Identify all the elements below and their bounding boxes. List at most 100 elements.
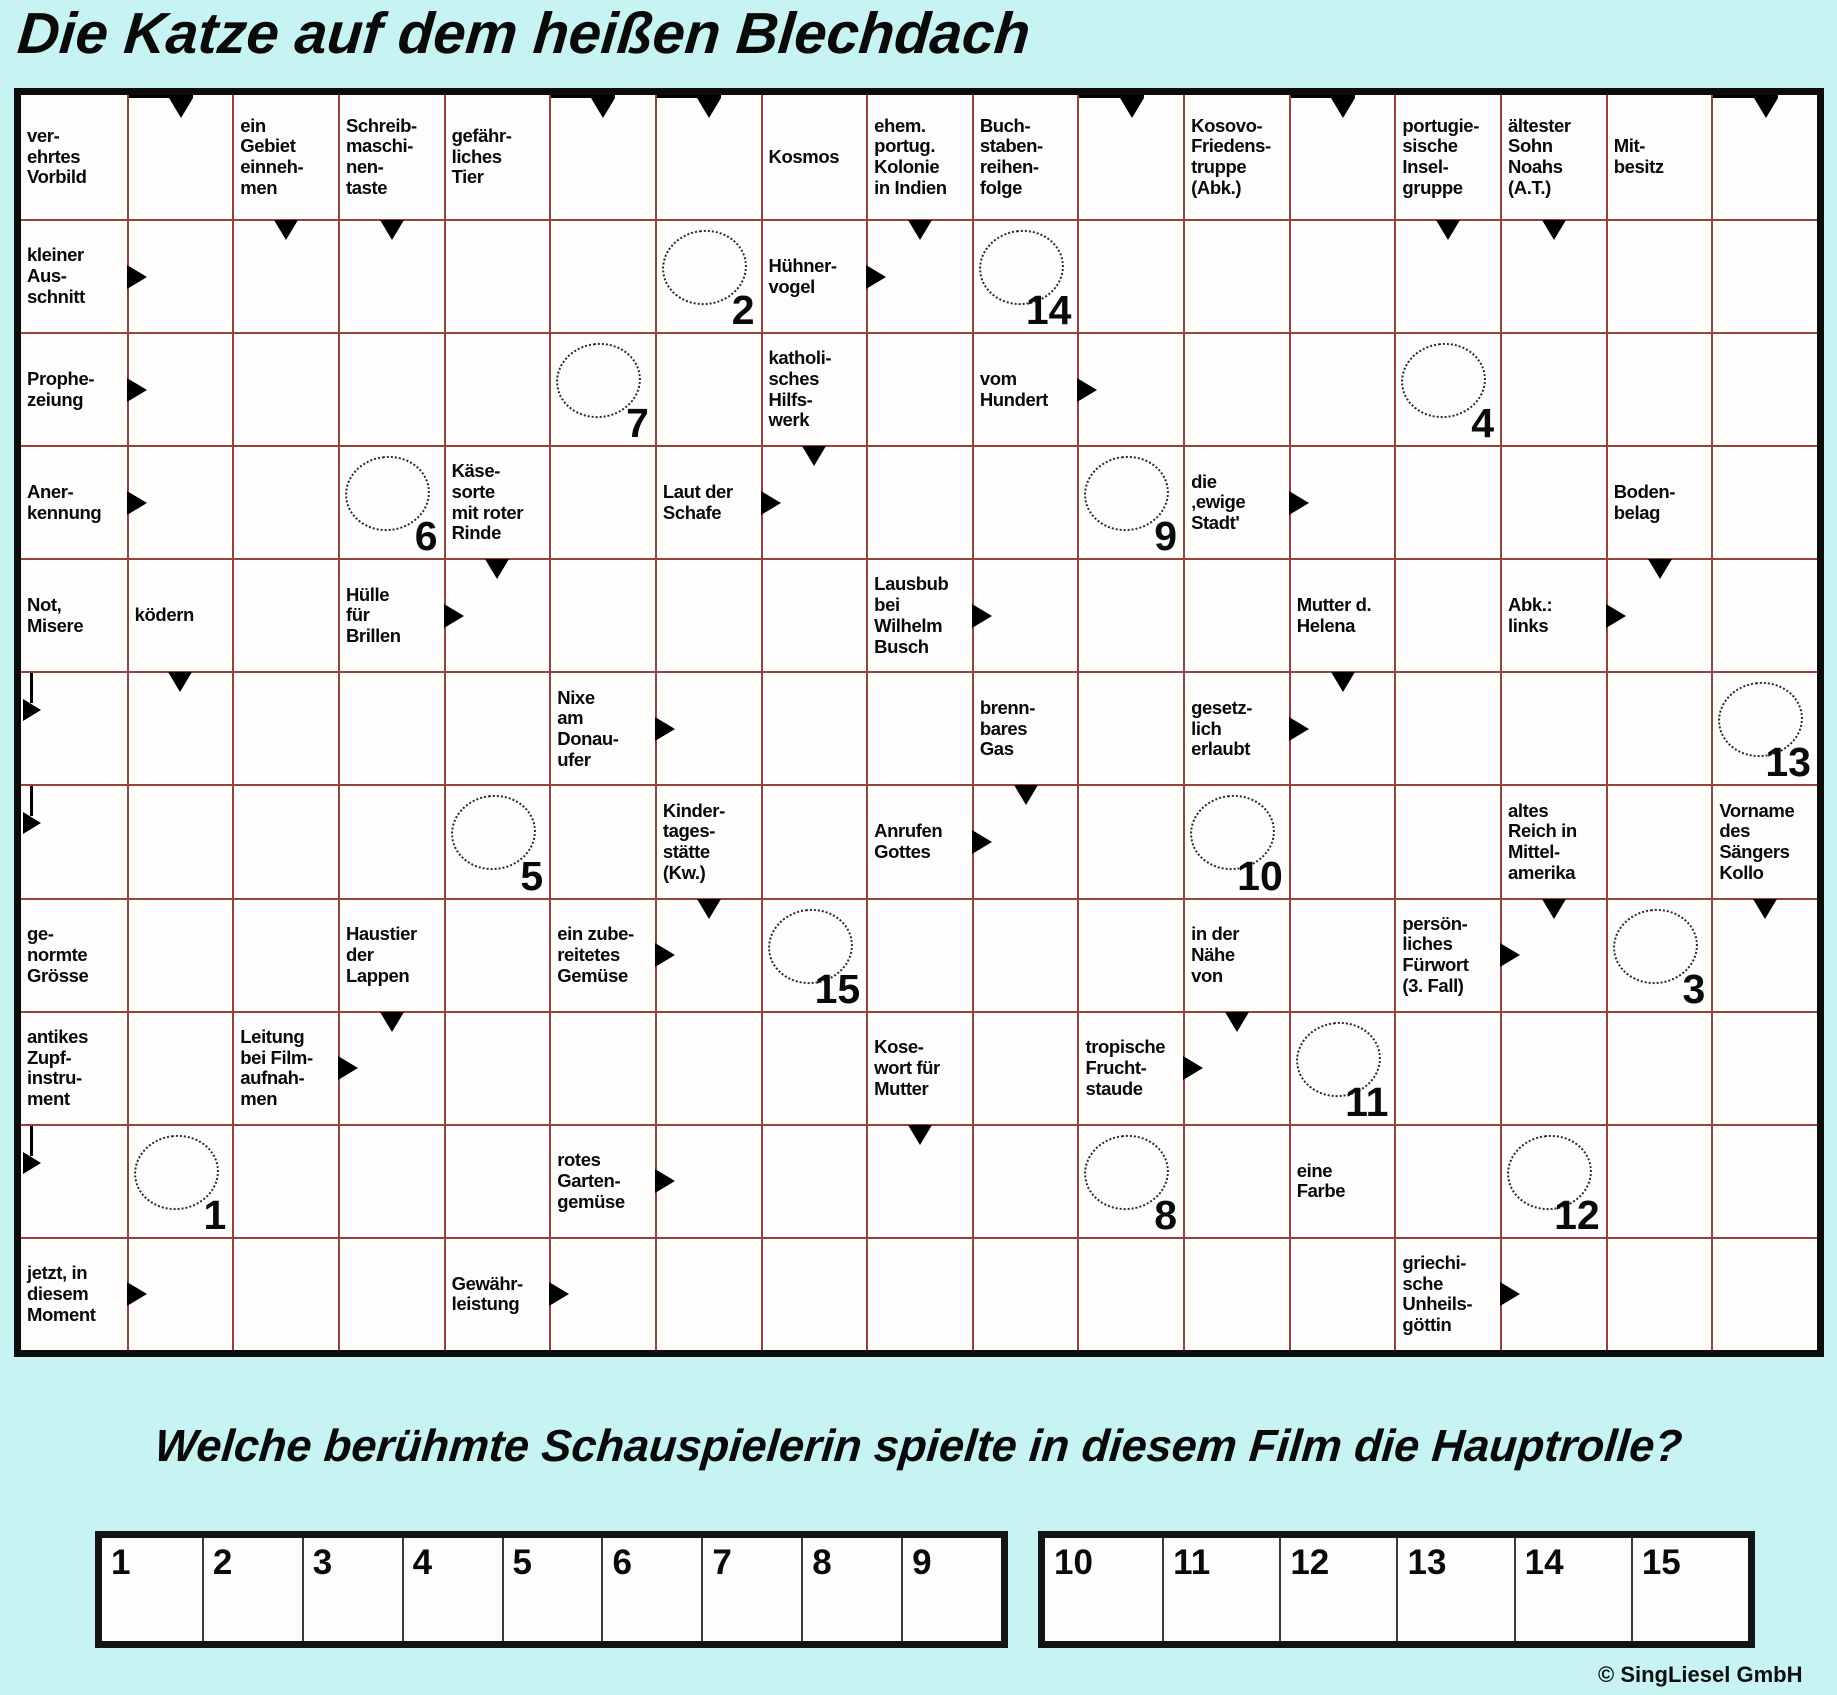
answer-cell[interactable]: 13 — [1711, 671, 1817, 785]
answer-cell[interactable] — [549, 1010, 655, 1124]
answer-cell[interactable] — [1288, 671, 1395, 785]
answer-cell[interactable] — [1500, 1236, 1606, 1350]
answer-cell[interactable] — [1077, 1236, 1184, 1350]
answer-cell[interactable] — [1394, 784, 1501, 898]
answer-cell[interactable] — [1500, 445, 1606, 559]
answer-cell[interactable] — [232, 1236, 338, 1350]
answer-cell[interactable] — [1288, 95, 1395, 219]
solution-answer-cell[interactable]: 15 — [1630, 1538, 1748, 1641]
answer-cell[interactable] — [1394, 1010, 1501, 1124]
answer-cell[interactable] — [1288, 897, 1395, 1011]
answer-cell[interactable] — [126, 784, 233, 898]
solution-answer-cell[interactable]: 1 — [111, 1543, 131, 1582]
answer-cell[interactable] — [1077, 671, 1184, 785]
answer-cell[interactable] — [1183, 1010, 1289, 1124]
answer-cell[interactable] — [337, 332, 444, 446]
solution-answer-cell[interactable]: 11 — [1162, 1538, 1279, 1641]
answer-cell[interactable] — [1183, 219, 1289, 333]
answer-cell[interactable] — [1500, 671, 1606, 785]
answer-cell[interactable] — [232, 897, 338, 1011]
answer-cell[interactable] — [126, 671, 233, 785]
answer-cell[interactable] — [1500, 897, 1606, 1011]
answer-cell[interactable]: 10 — [1183, 784, 1289, 898]
answer-cell[interactable] — [549, 95, 655, 219]
answer-cell[interactable] — [21, 1123, 127, 1237]
answer-cell[interactable] — [866, 897, 972, 1011]
answer-cell[interactable] — [443, 558, 550, 672]
answer-cell[interactable] — [232, 784, 338, 898]
answer-cell[interactable] — [1605, 219, 1712, 333]
answer-cell[interactable] — [1077, 558, 1184, 672]
answer-cell[interactable] — [760, 784, 867, 898]
answer-cell[interactable] — [1500, 1010, 1606, 1124]
answer-cell[interactable] — [760, 671, 867, 785]
answer-cell[interactable] — [1605, 1010, 1712, 1124]
answer-cell[interactable] — [126, 897, 233, 1011]
answer-cell[interactable] — [971, 1010, 1078, 1124]
answer-cell[interactable]: 2 — [654, 219, 761, 333]
answer-cell[interactable] — [1288, 784, 1395, 898]
solution-answer-cell[interactable]: 6 — [601, 1538, 701, 1641]
answer-cell[interactable] — [1605, 332, 1712, 446]
answer-cell[interactable] — [866, 671, 972, 785]
answer-cell[interactable] — [1711, 332, 1817, 446]
answer-cell[interactable] — [549, 784, 655, 898]
answer-cell[interactable] — [549, 558, 655, 672]
answer-cell[interactable] — [1077, 332, 1184, 446]
answer-cell[interactable] — [654, 671, 761, 785]
answer-cell[interactable] — [232, 332, 338, 446]
answer-cell[interactable] — [1077, 219, 1184, 333]
answer-cell[interactable] — [1394, 558, 1501, 672]
answer-cell[interactable] — [126, 219, 233, 333]
answer-cell[interactable] — [1711, 1236, 1817, 1350]
answer-cell[interactable] — [126, 95, 233, 219]
answer-cell[interactable] — [443, 1123, 550, 1237]
answer-cell[interactable]: 12 — [1500, 1123, 1606, 1237]
answer-cell[interactable] — [1711, 219, 1817, 333]
answer-cell[interactable] — [1711, 95, 1817, 219]
solution-answer-cell[interactable]: 7 — [701, 1538, 801, 1641]
answer-cell[interactable] — [1183, 332, 1289, 446]
answer-cell[interactable] — [760, 558, 867, 672]
solution-answer-cell[interactable]: 5 — [501, 1538, 602, 1641]
answer-cell[interactable]: 14 — [971, 219, 1078, 333]
answer-cell[interactable] — [971, 558, 1078, 672]
answer-cell[interactable] — [443, 332, 550, 446]
answer-cell[interactable] — [760, 1123, 867, 1237]
answer-cell[interactable] — [443, 1010, 550, 1124]
answer-cell[interactable] — [1711, 1123, 1817, 1237]
answer-cell[interactable] — [443, 671, 550, 785]
answer-cell[interactable] — [21, 671, 127, 785]
answer-cell[interactable] — [1394, 445, 1501, 559]
answer-cell[interactable] — [654, 332, 761, 446]
answer-cell[interactable] — [443, 219, 550, 333]
answer-cell[interactable] — [971, 897, 1078, 1011]
answer-cell[interactable] — [232, 1123, 338, 1237]
answer-cell[interactable] — [1711, 445, 1817, 559]
answer-cell[interactable] — [549, 1236, 655, 1350]
answer-cell[interactable] — [1183, 1123, 1289, 1237]
solution-answer-cell[interactable]: 9 — [901, 1538, 1001, 1641]
answer-cell[interactable] — [1394, 671, 1501, 785]
solution-answer-cell[interactable]: 4 — [401, 1538, 502, 1641]
answer-cell[interactable] — [337, 1123, 444, 1237]
answer-cell[interactable] — [866, 332, 972, 446]
answer-cell[interactable] — [760, 1236, 867, 1350]
answer-cell[interactable] — [760, 445, 867, 559]
answer-cell[interactable] — [1288, 332, 1395, 446]
answer-cell[interactable]: 5 — [443, 784, 550, 898]
answer-cell[interactable]: 11 — [1288, 1010, 1395, 1124]
answer-cell[interactable] — [971, 784, 1078, 898]
answer-cell[interactable] — [1711, 558, 1817, 672]
answer-cell[interactable]: 15 — [760, 897, 867, 1011]
answer-cell[interactable] — [1500, 219, 1606, 333]
answer-cell[interactable] — [1711, 1010, 1817, 1124]
solution-answer-cell[interactable]: 13 — [1396, 1538, 1513, 1641]
solution-answer-cell[interactable]: 12 — [1279, 1538, 1396, 1641]
answer-cell[interactable]: 3 — [1605, 897, 1712, 1011]
answer-cell[interactable] — [1605, 1123, 1712, 1237]
answer-cell[interactable] — [866, 219, 972, 333]
answer-cell[interactable] — [1077, 784, 1184, 898]
answer-cell[interactable] — [549, 445, 655, 559]
answer-cell[interactable] — [1605, 1236, 1712, 1350]
